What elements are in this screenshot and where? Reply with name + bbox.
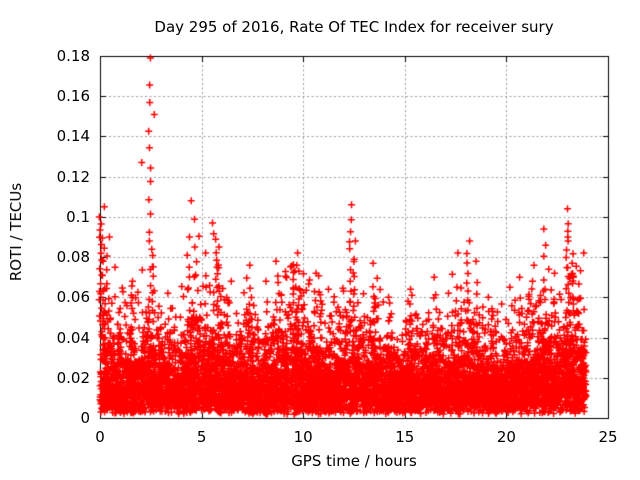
y-tick-label: 0.1 xyxy=(66,207,90,226)
y-tick-label: 0.04 xyxy=(56,328,90,347)
chart-title: Day 295 of 2016, Rate Of TEC Index for r… xyxy=(154,18,554,36)
y-tick-label: 0.02 xyxy=(56,368,90,387)
x-axis-label: GPS time / hours xyxy=(291,452,417,470)
x-tick-label: 25 xyxy=(598,428,618,446)
x-tick-label: 0 xyxy=(95,428,105,446)
x-tick-label: 10 xyxy=(293,428,313,446)
y-tick-label: 0 xyxy=(80,409,90,427)
y-tick-label: 0.18 xyxy=(56,47,90,65)
y-axis-label: ROTI / TECUs xyxy=(7,182,25,282)
y-tick-label: 0.12 xyxy=(56,167,90,186)
y-tick-label: 0.06 xyxy=(56,288,90,307)
x-tick-label: 20 xyxy=(496,428,516,446)
y-tick-label: 0.14 xyxy=(56,127,90,146)
x-tick-label: 5 xyxy=(196,428,207,446)
y-tick-label: 0.16 xyxy=(56,87,90,106)
y-tick-label: 0.08 xyxy=(56,248,90,267)
x-tick-label: 15 xyxy=(395,428,415,446)
